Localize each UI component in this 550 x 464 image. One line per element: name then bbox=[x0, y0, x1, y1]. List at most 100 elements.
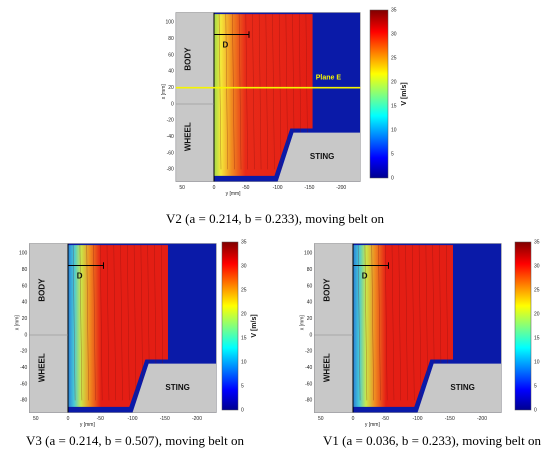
x-tick-label: 50 bbox=[179, 185, 185, 191]
y-tick-label: 60 bbox=[307, 283, 313, 289]
y-tick-label: -60 bbox=[305, 381, 312, 387]
x-tick-label: 50 bbox=[33, 416, 39, 422]
streamline bbox=[232, 14, 235, 170]
sting bbox=[277, 132, 361, 182]
flow-region bbox=[68, 245, 168, 407]
x-tick-label: 50 bbox=[318, 416, 324, 422]
streamline bbox=[252, 14, 255, 170]
streamline bbox=[93, 245, 96, 401]
body bbox=[175, 12, 214, 182]
body-label: BODY bbox=[184, 47, 193, 71]
x-tick-label: -200 bbox=[192, 416, 202, 422]
y-tick-label: 40 bbox=[307, 300, 313, 306]
y-tick-label: 40 bbox=[168, 69, 174, 75]
y-tick-label: -20 bbox=[305, 349, 312, 355]
y-tick-label: 100 bbox=[304, 251, 313, 257]
colorbar-tick-label: 0 bbox=[391, 175, 394, 181]
streamline bbox=[127, 245, 130, 401]
streamline bbox=[378, 245, 381, 401]
streamline bbox=[140, 245, 144, 401]
y-tick-label: 40 bbox=[22, 300, 28, 306]
colorbar bbox=[369, 9, 389, 179]
streamline bbox=[120, 245, 123, 401]
caption: V3 (a = 0.214, b = 0.507), moving belt o… bbox=[26, 433, 244, 448]
streamline bbox=[357, 245, 361, 401]
colorbar-tick-label: 30 bbox=[534, 263, 540, 269]
x-tick-label: -150 bbox=[445, 416, 455, 422]
y-tick-label: -40 bbox=[305, 365, 312, 371]
wheel-label: WHEEL bbox=[37, 353, 46, 382]
x-tick-label: -200 bbox=[477, 416, 487, 422]
colorbar-tick-label: 30 bbox=[391, 31, 397, 37]
colorbar-tick-label: 25 bbox=[241, 287, 247, 293]
body bbox=[314, 243, 353, 413]
streamline bbox=[278, 14, 282, 170]
streamline bbox=[405, 245, 408, 401]
y-axis-label: x [mm] bbox=[161, 84, 167, 100]
colorbar-tick-label: 25 bbox=[391, 55, 397, 61]
x-axis-label: y [mm] bbox=[80, 422, 96, 428]
streamline bbox=[113, 245, 116, 401]
x-tick-label: -150 bbox=[160, 416, 170, 422]
y-tick-label: -80 bbox=[305, 398, 312, 404]
streamline bbox=[425, 245, 429, 401]
colorbar bbox=[514, 241, 532, 411]
colorbar-tick-label: 15 bbox=[391, 103, 397, 109]
y-tick-label: -40 bbox=[167, 134, 174, 140]
colorbar-label: V [m/s] bbox=[251, 314, 258, 337]
streamline bbox=[245, 14, 248, 170]
colorbar-tick-label: 5 bbox=[534, 383, 537, 389]
colorbar-tick-label: 0 bbox=[241, 407, 244, 413]
y-tick-label: -60 bbox=[20, 381, 27, 387]
sting-label: STING bbox=[310, 152, 334, 161]
streamline bbox=[133, 245, 137, 401]
streamline bbox=[385, 245, 388, 401]
streamline bbox=[265, 14, 268, 170]
d-label: D bbox=[77, 271, 83, 280]
x-tick-label: -100 bbox=[273, 185, 283, 191]
colorbar-tick-label: 15 bbox=[534, 335, 540, 341]
x-tick-label: -200 bbox=[336, 185, 346, 191]
colorbar-tick-label: 20 bbox=[391, 79, 397, 85]
plane-label: Plane E bbox=[316, 75, 342, 82]
streamline bbox=[418, 245, 422, 401]
colorbar-tick-label: 20 bbox=[534, 311, 540, 317]
colorbar-tick-label: 5 bbox=[391, 151, 394, 157]
x-tick-label: -100 bbox=[127, 416, 137, 422]
streamline bbox=[364, 245, 368, 401]
colorbar-tick-label: 25 bbox=[534, 287, 540, 293]
streamline bbox=[258, 14, 262, 170]
x-axis-label: y [mm] bbox=[365, 422, 381, 428]
streamline bbox=[72, 245, 76, 401]
x-tick-label: 0 bbox=[67, 416, 70, 422]
caption: V1 (a = 0.036, b = 0.233), moving belt o… bbox=[323, 433, 541, 448]
streamline bbox=[106, 245, 110, 401]
sting-label: STING bbox=[450, 383, 474, 392]
y-tick-label: 100 bbox=[19, 251, 28, 257]
y-tick-label: 100 bbox=[165, 20, 174, 26]
x-tick-label: 0 bbox=[352, 416, 355, 422]
streamline bbox=[272, 14, 275, 170]
streamline bbox=[218, 14, 222, 170]
y-tick-label: 0 bbox=[25, 332, 28, 338]
y-tick-label: -20 bbox=[20, 349, 27, 355]
streamline bbox=[285, 14, 288, 170]
streamline bbox=[79, 245, 83, 401]
colorbar-tick-label: 20 bbox=[241, 311, 247, 317]
y-axis-label: x [mm] bbox=[15, 315, 21, 331]
caption: V2 (a = 0.214, b = 0.233), moving belt o… bbox=[166, 211, 384, 226]
y-tick-label: 20 bbox=[307, 316, 313, 322]
y-tick-label: -20 bbox=[167, 118, 174, 124]
colorbar-tick-label: 5 bbox=[241, 383, 244, 389]
sting-label: STING bbox=[165, 383, 189, 392]
colorbar-label: V [m/s] bbox=[401, 82, 408, 105]
y-tick-label: 80 bbox=[168, 36, 174, 42]
y-tick-label: 20 bbox=[22, 316, 28, 322]
plot-frame bbox=[314, 243, 502, 413]
sting bbox=[132, 363, 217, 413]
plot-frame bbox=[29, 243, 217, 413]
plot-frame bbox=[175, 12, 361, 182]
flow-region bbox=[353, 245, 453, 407]
